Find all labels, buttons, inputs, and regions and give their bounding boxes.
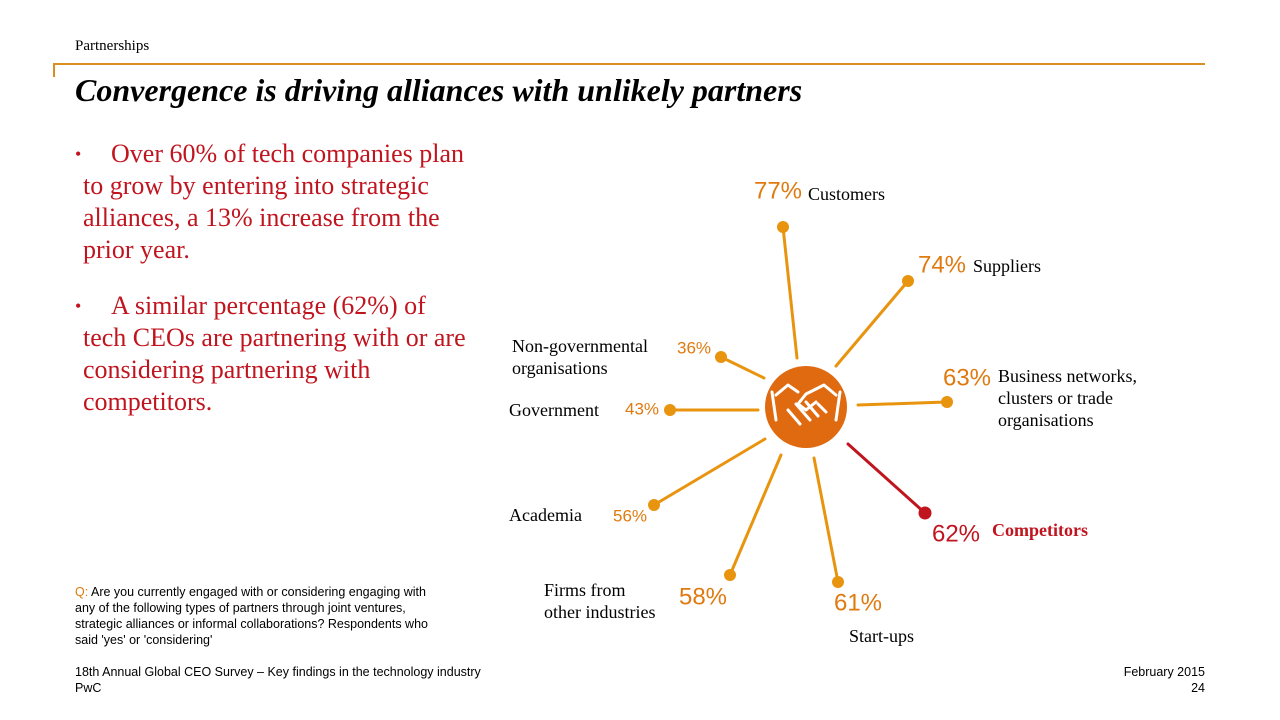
- spoke-line: [781, 225, 799, 360]
- footer-source-text: 18th Annual Global CEO Survey – Key find…: [75, 665, 481, 679]
- value-label: 56%: [613, 506, 647, 525]
- bullet-list: • Over 60% of tech companies plan to gro…: [75, 138, 475, 442]
- category-label: Business networks,: [998, 366, 1137, 386]
- spoke-line: [719, 355, 766, 380]
- title-rule-tick: [53, 63, 55, 77]
- spoke-line: [728, 453, 783, 577]
- handshake-icon: [770, 383, 842, 426]
- category-label: Firms from: [544, 580, 626, 600]
- category-label: Academia: [509, 505, 582, 525]
- value-label: 36%: [677, 338, 711, 357]
- spoke-dot: [941, 396, 953, 408]
- category-label: other industries: [544, 602, 655, 622]
- spoke-dot: [664, 404, 676, 416]
- spoke-line: [834, 279, 910, 368]
- spoke-line: [812, 456, 840, 584]
- handshake-stroke: [770, 390, 842, 422]
- bullet-item: • Over 60% of tech companies plan to gro…: [75, 138, 475, 266]
- category-label: Customers: [808, 184, 885, 204]
- category-label: clusters or trade: [998, 388, 1113, 408]
- bullet-dot: •: [75, 296, 82, 316]
- spoke-dot: [777, 221, 789, 233]
- handshake-stroke: [796, 383, 838, 412]
- category-label: Non-governmental: [512, 336, 648, 356]
- footer-source: 18th Annual Global CEO Survey – Key find…: [75, 664, 481, 696]
- slide-title: Convergence is driving alliances with un…: [75, 72, 803, 108]
- spoke-dot: [918, 506, 932, 520]
- page-number: 24: [1191, 681, 1205, 695]
- spoke-dot: [902, 275, 914, 287]
- spoke-dot: [724, 569, 736, 581]
- question-text: Are you currently engaged with or consid…: [75, 585, 428, 647]
- section-label: Partnerships: [75, 38, 150, 54]
- footer-org: PwC: [75, 681, 102, 695]
- survey-question: Q: Are you currently engaged with or con…: [75, 584, 445, 648]
- footer-meta: February 2015 24: [1124, 664, 1205, 696]
- bullet-text: Over 60% of tech companies plan to grow …: [83, 139, 465, 264]
- center-badge: [765, 366, 847, 448]
- value-label: 74%: [918, 251, 966, 278]
- category-label: organisations: [998, 410, 1094, 430]
- bullet-item: • A similar percentage (62%) of tech CEO…: [75, 290, 475, 418]
- handshake-stroke: [774, 383, 800, 397]
- category-label: Competitors: [992, 520, 1088, 540]
- title-rule: [53, 63, 1205, 65]
- category-label: Suppliers: [973, 256, 1041, 276]
- bullet-text: A similar percentage (62%) of tech CEOs …: [83, 291, 466, 416]
- spoke-line: [846, 442, 927, 515]
- value-label: 77%: [754, 177, 802, 204]
- spoke-dot: [715, 351, 727, 363]
- footer-date: February 2015: [1123, 665, 1205, 679]
- spoke-line: [652, 437, 767, 507]
- spoke-line: [856, 400, 949, 407]
- value-label: 61%: [834, 589, 882, 616]
- value-label: 63%: [943, 364, 991, 391]
- value-label: 62%: [932, 520, 980, 547]
- category-label: Government: [509, 400, 599, 420]
- bullet-dot: •: [75, 144, 82, 164]
- question-prefix: Q:: [75, 585, 89, 599]
- value-label: 58%: [679, 583, 727, 610]
- category-label: Start-ups: [849, 626, 914, 646]
- spoke-dot: [832, 576, 844, 588]
- handshake-stroke: [786, 400, 828, 426]
- category-label: organisations: [512, 358, 608, 378]
- value-label: 43%: [625, 399, 659, 418]
- spoke-dot: [648, 499, 660, 511]
